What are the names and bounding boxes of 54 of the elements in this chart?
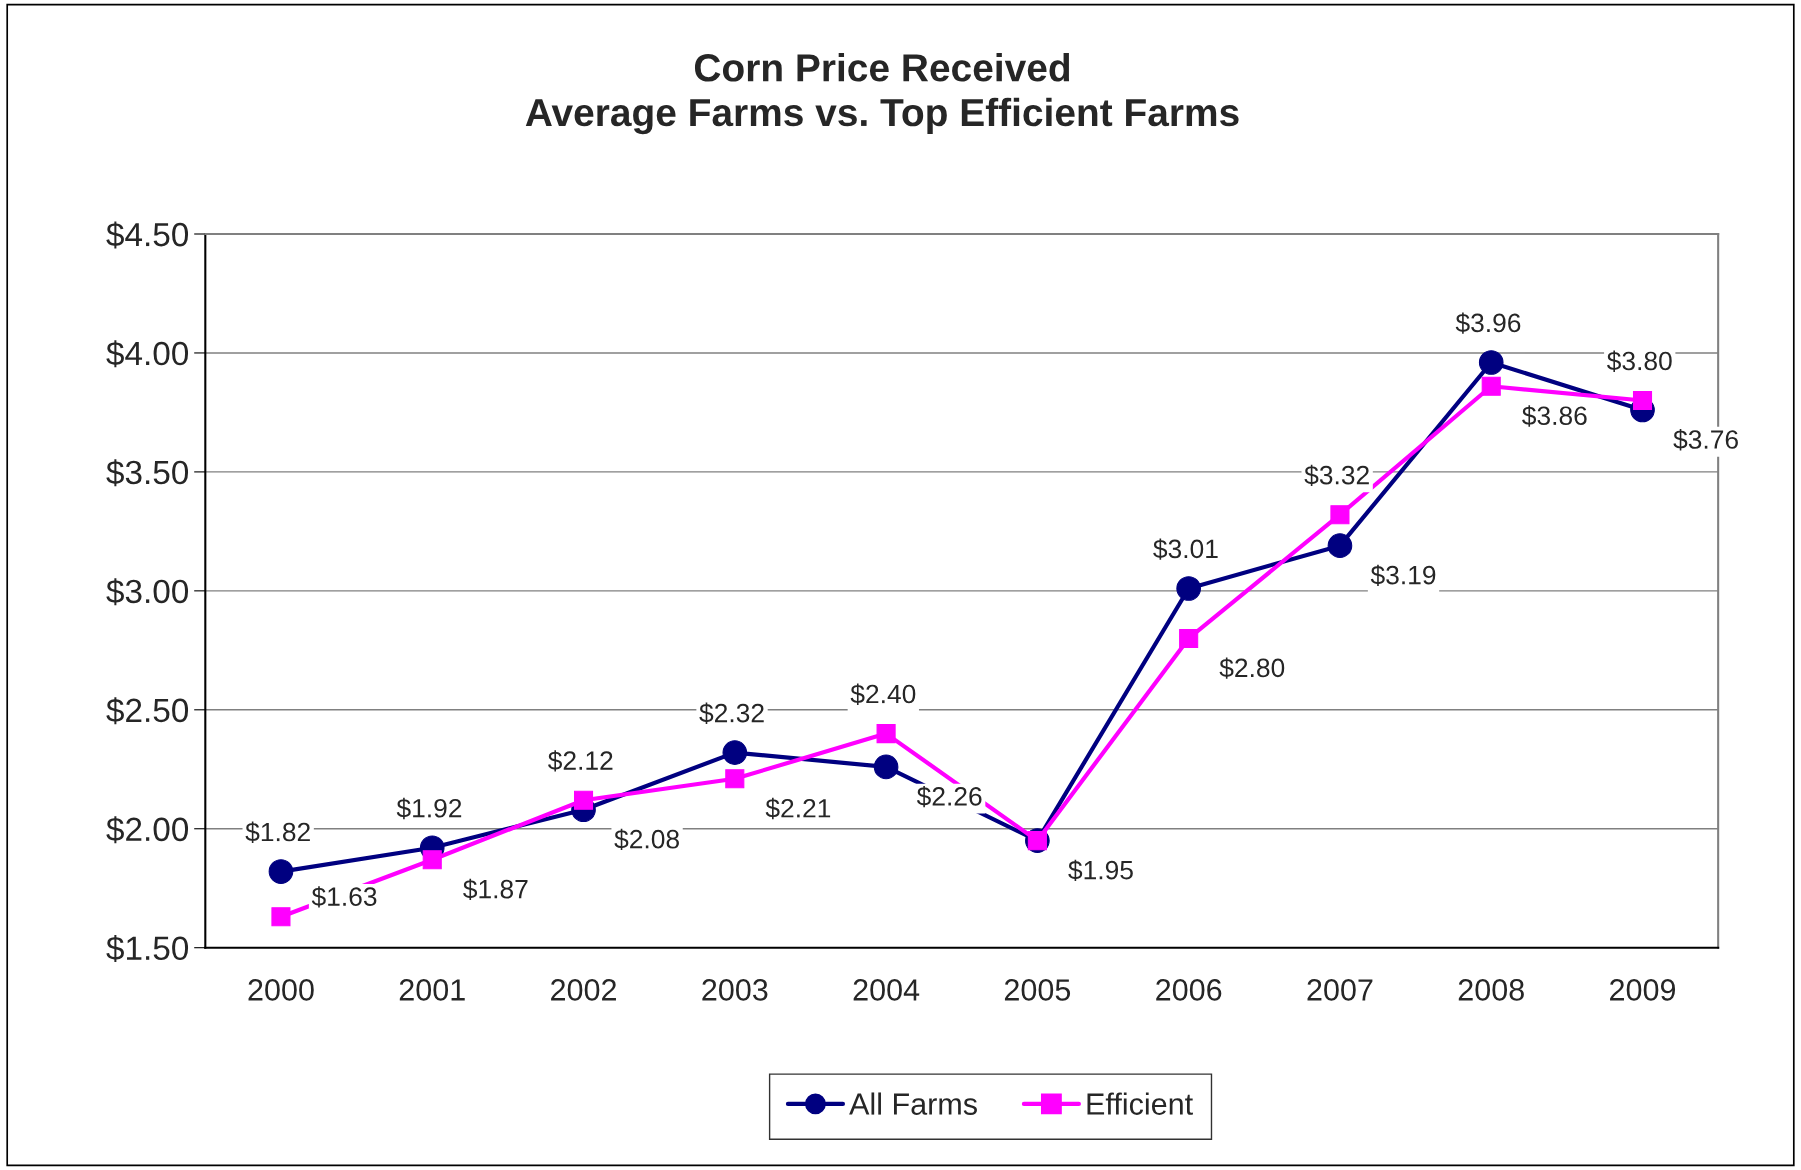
- data-label: $1.82: [245, 821, 310, 843]
- data-label: $3.01: [1153, 538, 1218, 560]
- point: [422, 850, 442, 870]
- data-label: $2.08: [614, 828, 679, 851]
- point: [1179, 628, 1199, 648]
- y-tick-label: $3.50: [106, 459, 189, 487]
- point: [725, 769, 745, 789]
- point: [573, 790, 594, 810]
- x-tick-label: 2007: [1307, 979, 1373, 1001]
- x-tick-label: 2000: [248, 979, 314, 1001]
- x-tick-label: 2001: [399, 979, 465, 1001]
- data-label: $3.19: [1370, 564, 1436, 587]
- data-label: $2.32: [699, 702, 764, 724]
- data-label: $2.26: [916, 785, 982, 808]
- y-tick-label: $2.50: [106, 697, 189, 725]
- point: [876, 724, 896, 744]
- data-label: $3.86: [1522, 405, 1587, 427]
- data-label: $1.92: [396, 797, 462, 820]
- legend-label: All Farms: [849, 1092, 977, 1115]
- point: [1478, 350, 1504, 375]
- point: [873, 754, 899, 780]
- y-tick-label: $1.50: [106, 935, 189, 963]
- y-tick-label: $4.50: [106, 221, 189, 249]
- y-tick-label: $4.00: [106, 340, 189, 368]
- point: [1176, 576, 1201, 601]
- x-tick-label: 2009: [1610, 979, 1676, 1001]
- data-label: $1.95: [1068, 859, 1133, 882]
- point: [1330, 505, 1350, 525]
- data-label: $2.40: [850, 683, 916, 705]
- x-tick-label: 2006: [1156, 979, 1222, 1001]
- data-label: $3.80: [1607, 350, 1672, 372]
- point: [1481, 376, 1501, 396]
- data-label: $2.12: [548, 750, 613, 772]
- data-label: $1.87: [463, 878, 528, 901]
- point: [271, 907, 291, 927]
- point: [1327, 533, 1353, 558]
- y-tick-label: $2.00: [106, 816, 189, 844]
- x-tick-label: 2004: [853, 979, 920, 1001]
- point: [722, 740, 748, 765]
- data-label: $2.80: [1219, 657, 1285, 679]
- data-label: $3.32: [1304, 464, 1369, 487]
- data-label: $3.76: [1673, 429, 1738, 451]
- x-tick-label: 2008: [1458, 979, 1524, 1001]
- chart-title: Corn Price Received Average Farms vs. Top Efficient Farms: [525, 53, 1239, 135]
- point: [1632, 390, 1653, 411]
- x-tick-label: 2002: [551, 979, 616, 1001]
- x-tick-label: 2005: [1004, 979, 1071, 1001]
- data-label: $1.63: [311, 886, 377, 908]
- legend-label: Efficient: [1087, 1092, 1193, 1115]
- data-label: $2.21: [765, 797, 831, 820]
- x-tick-label: 2003: [702, 979, 768, 1001]
- point: [268, 859, 294, 884]
- y-tick-label: $3.00: [106, 578, 189, 606]
- data-label: $3.96: [1455, 312, 1521, 334]
